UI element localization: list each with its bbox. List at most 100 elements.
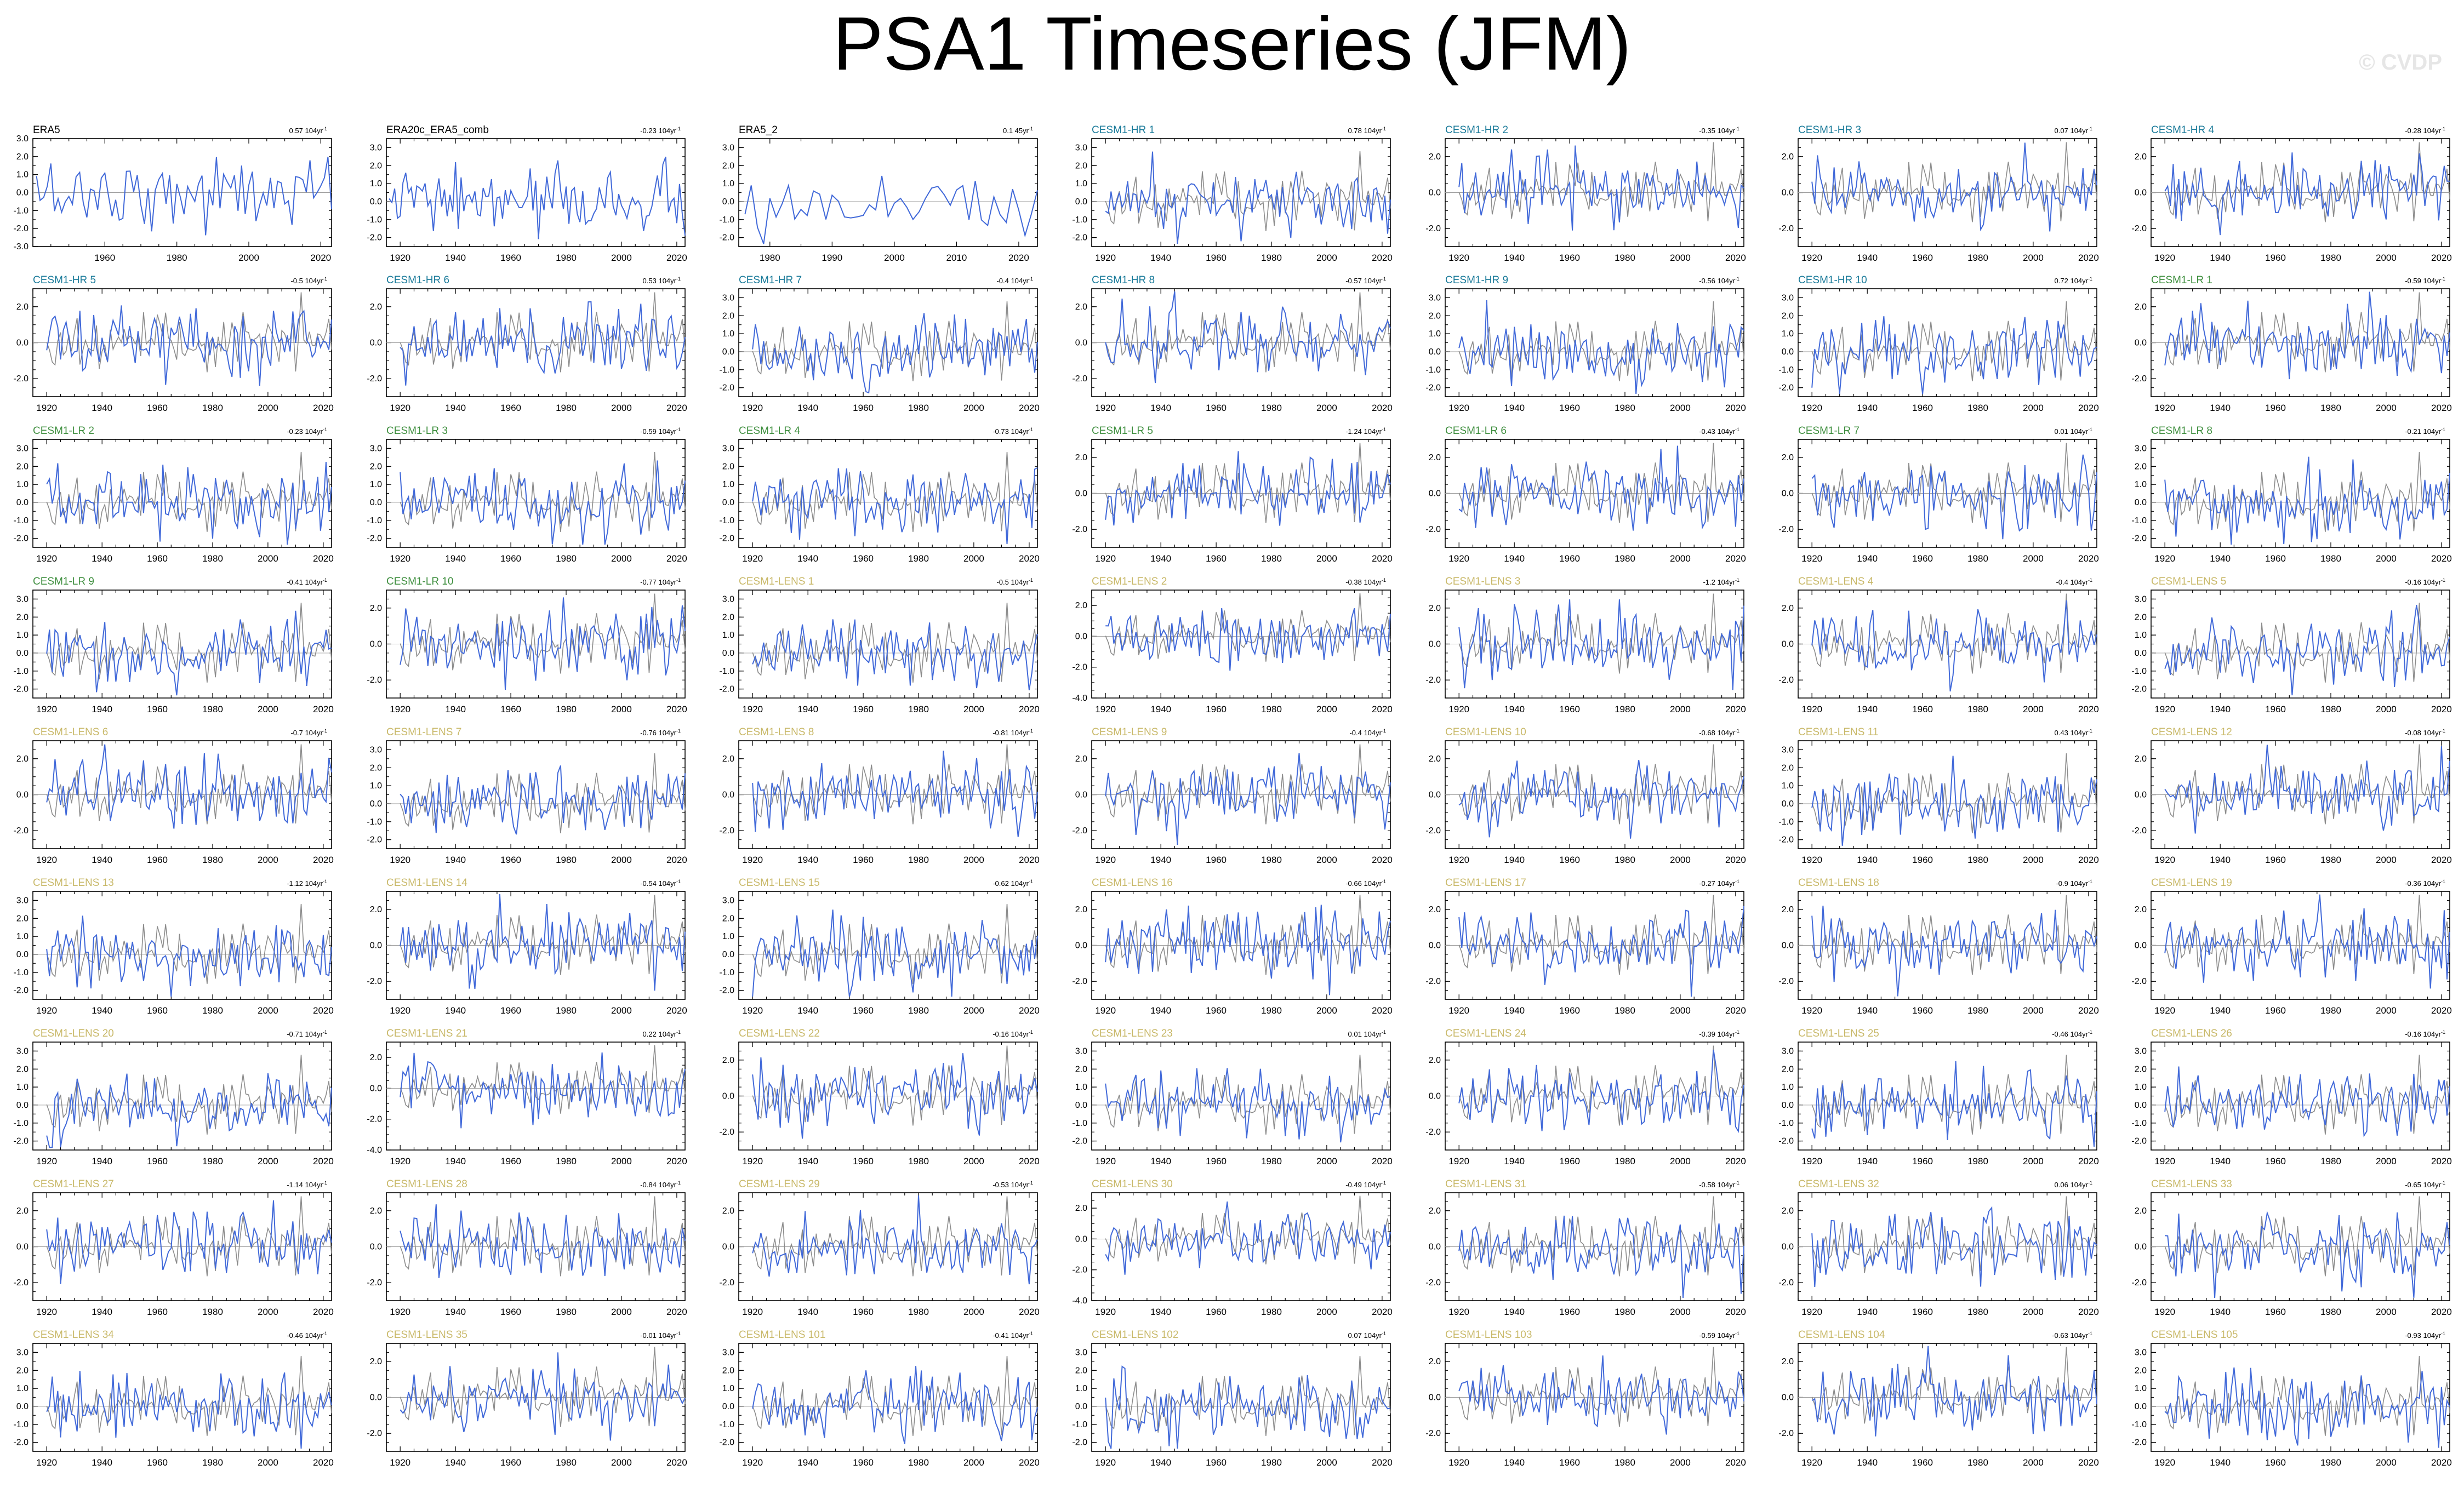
y-tick-label: -1.0: [367, 817, 382, 827]
y-tick-label: 1.0: [1075, 179, 1087, 188]
y-tick-label: 1.0: [370, 781, 382, 791]
x-tick-label: 2020: [310, 253, 331, 263]
obs-series-line: [400, 1196, 686, 1277]
panel-title: ERA20c_ERA5_comb: [386, 124, 489, 136]
x-tick-label: 2000: [611, 704, 632, 714]
model-series-line: [1105, 451, 1391, 526]
model-series-line: [1811, 756, 2097, 846]
y-tick-label: 3.0: [370, 143, 382, 152]
panel-title: CESM1-HR 6: [386, 274, 449, 286]
y-tick-label: 0.0: [16, 649, 28, 658]
panel-trend: -0.77 104yr-1: [640, 577, 681, 586]
model-series-line: [46, 744, 332, 829]
x-tick-label: 1980: [202, 704, 223, 714]
panel-title: CESM1-LENS 12: [2151, 726, 2232, 738]
x-tick-label: 1940: [92, 553, 112, 564]
x-tick-label: 1980: [2320, 855, 2341, 865]
y-tick-label: 0.0: [1429, 489, 1441, 499]
x-tick-label: 1940: [1857, 704, 1878, 714]
model-series-line: [46, 610, 332, 696]
y-tick-label: 3.0: [1782, 745, 1794, 754]
y-tick-label: 2.0: [2135, 462, 2147, 471]
y-tick-label: -2.0: [2131, 685, 2147, 694]
y-tick-label: -2.0: [719, 1278, 734, 1288]
y-tick-label: 2.0: [722, 311, 734, 321]
y-tick-label: 2.0: [2135, 1065, 2147, 1074]
trend-unit-exponent: -1: [323, 1180, 327, 1186]
y-tick-label: -2.0: [719, 1128, 734, 1137]
x-tick-label: 2020: [2078, 253, 2099, 263]
x-tick-label: 2020: [1372, 253, 1393, 263]
x-tick-label: 1920: [1095, 1005, 1116, 1016]
x-tick-label: 1940: [1504, 403, 1525, 413]
x-tick-label: 1940: [1150, 403, 1171, 413]
x-tick-label: 1980: [1967, 1005, 1988, 1016]
x-tick-label: 1940: [797, 553, 818, 564]
panel-title: CESM1-LENS 24: [1445, 1028, 1526, 1039]
y-tick-label: 1.0: [16, 631, 28, 640]
x-tick-label: 1940: [92, 403, 112, 413]
y-tick-label: -2.0: [13, 534, 28, 543]
obs-series-line: [46, 744, 332, 825]
y-tick-label: -1.0: [719, 215, 734, 225]
x-tick-label: 2000: [258, 704, 278, 714]
y-tick-label: -4.0: [367, 1146, 382, 1155]
model-series-line: [400, 1052, 686, 1129]
model-series-line: [1458, 760, 1744, 839]
x-tick-label: 1920: [1448, 1156, 1469, 1166]
x-tick-label: 1980: [2320, 403, 2341, 413]
panel-cesm1-lens-21: CESM1-LENS 21 0.22 104yr-1 1920 1940 1960 198…: [367, 1028, 687, 1166]
y-tick-label: 0.0: [722, 950, 734, 959]
panel-trend: -0.16 104yr-1: [993, 1029, 1033, 1038]
obs-series-line: [1811, 895, 2097, 975]
x-tick-label: 1920: [1801, 855, 1822, 865]
trend-unit-exponent: -1: [2441, 879, 2445, 884]
panel-cesm1-lens-20: CESM1-LENS 20 -0.71 104yr-1 1920 1940 1960 19…: [13, 1028, 333, 1166]
panel-title: CESM1-LR 8: [2151, 425, 2212, 437]
x-tick-label: 1980: [908, 704, 929, 714]
y-tick-label: 2.0: [1075, 453, 1087, 462]
trend-unit-exponent: -1: [1735, 879, 1739, 884]
y-tick-label: 3.0: [16, 594, 28, 604]
x-tick-label: 2020: [1019, 1307, 1040, 1317]
x-tick-label: 2000: [963, 855, 984, 865]
x-tick-label: 2020: [666, 253, 687, 263]
x-tick-label: 1920: [1801, 1156, 1822, 1166]
model-series-line: [752, 313, 1038, 394]
x-tick-label: 2020: [1725, 403, 1746, 413]
y-tick-label: 0.0: [722, 649, 734, 658]
cvdp-watermark: © CVDP: [2359, 50, 2442, 75]
x-tick-label: 1920: [1095, 403, 1116, 413]
y-tick-label: 2.0: [370, 1053, 382, 1062]
x-tick-label: 1920: [1448, 855, 1469, 865]
panel-cesm1-lr-8: CESM1-LR 8 -0.21 104yr-1 1920 1940 1960 1980 2…: [2131, 425, 2451, 564]
x-tick-label: 1940: [2210, 553, 2231, 564]
y-tick-label: 2.0: [1429, 453, 1441, 462]
x-tick-label: 1920: [36, 1156, 57, 1166]
trend-unit-exponent: -1: [2088, 879, 2092, 884]
x-tick-label: 1980: [1261, 403, 1282, 413]
obs-series-line: [46, 292, 332, 373]
y-tick-label: 0.0: [1429, 1092, 1441, 1101]
panel-title: CESM1-LENS 17: [1445, 877, 1526, 889]
page-title: PSA1 Timeseries (JFM): [832, 2, 1632, 86]
y-tick-label: 3.0: [370, 745, 382, 754]
x-tick-label: 2020: [1725, 704, 1746, 714]
panel-trend: -0.66 104yr-1: [1345, 879, 1386, 888]
obs-series-line: [1811, 142, 2097, 222]
panel-trend: 0.01 104yr-1: [1348, 1029, 1386, 1038]
model-series-line: [1811, 316, 2097, 394]
panel-cesm1-lens-29: CESM1-LENS 29 -0.53 104yr-1 1920 1940 1960 19…: [719, 1178, 1039, 1317]
panel-cesm1-lens-27: CESM1-LENS 27 -1.14 104yr-1 1920 1940 1960 19…: [13, 1178, 333, 1317]
x-tick-label: 2020: [666, 704, 687, 714]
panel-trend: -0.57 104yr-1: [1345, 276, 1386, 285]
y-tick-label: 0.0: [722, 1092, 734, 1101]
x-tick-label: 2000: [2376, 1005, 2397, 1016]
x-tick-label: 2000: [2376, 253, 2397, 263]
x-tick-label: 2000: [2023, 553, 2044, 564]
obs-series-line: [752, 451, 1038, 532]
y-tick-label: -2.0: [719, 233, 734, 243]
x-tick-label: 1940: [2210, 855, 2231, 865]
x-tick-label: 1940: [445, 403, 466, 413]
x-tick-label: 1960: [1559, 855, 1580, 865]
